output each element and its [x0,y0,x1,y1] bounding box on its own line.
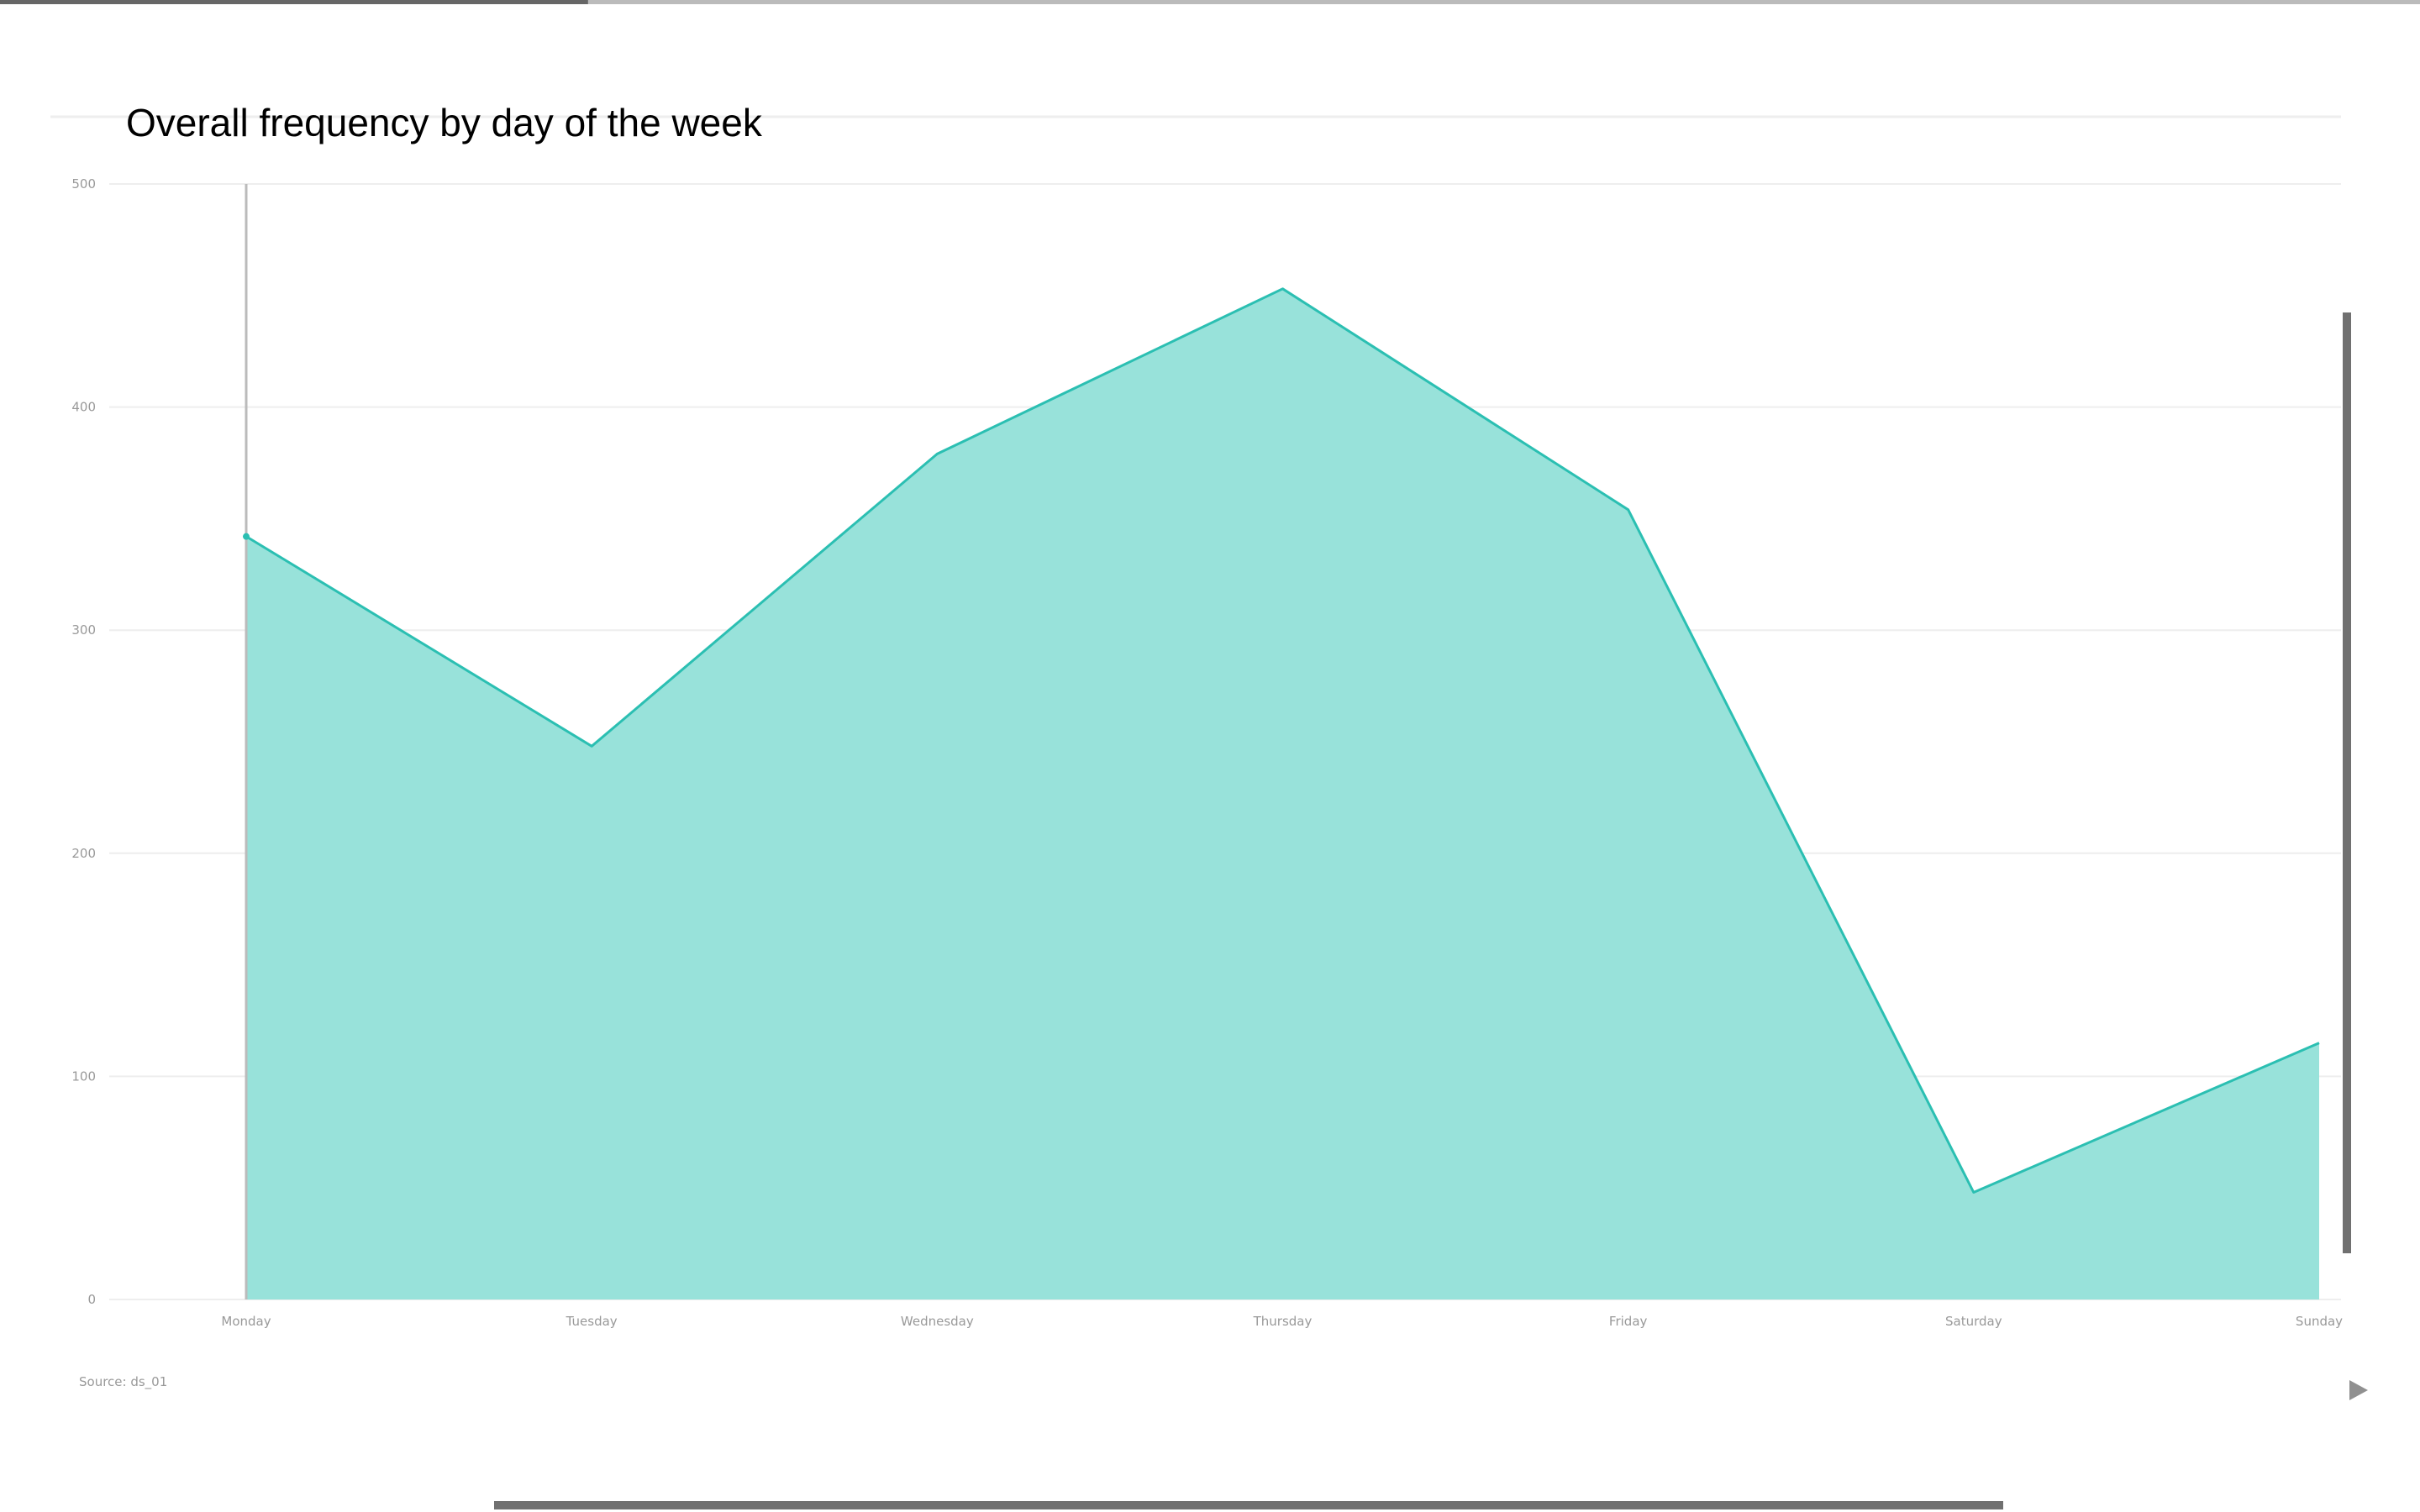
horizontal-scrollbar[interactable] [494,1501,2003,1509]
x-axis: Monday Tuesday Wednesday Thursday Friday Satu… [221,1314,2343,1329]
vertical-scrollbar[interactable] [2343,312,2351,1253]
y-axis: 0 100 200 300 400 500 [71,176,96,1307]
x-tick-label: Wednesday [901,1314,974,1329]
x-tick-label: Thursday [1253,1314,1313,1329]
y-tick-label: 500 [71,176,96,192]
x-tick-label: Sunday [2296,1314,2343,1329]
y-tick-label: 100 [71,1068,96,1084]
x-tick-label: Monday [221,1314,271,1329]
series-area [246,288,2319,1299]
loading-track [0,0,2420,4]
y-tick-label: 300 [71,622,96,638]
y-tick-label: 400 [71,400,96,415]
source-note: Source: ds_01 [79,1374,167,1390]
chart-title: Overall frequency by day of the week [126,101,763,144]
x-tick-label: Tuesday [566,1314,618,1329]
y-tick-label: 0 [87,1292,96,1307]
x-tick-label: Saturday [1945,1314,2002,1329]
series-line [245,287,2320,1194]
y-tick-label: 200 [71,846,96,861]
play-icon[interactable] [2349,1380,2368,1400]
x-tick-label: Friday [1609,1314,1648,1329]
loading-progress-bar [0,0,588,4]
hover-point [243,533,250,540]
